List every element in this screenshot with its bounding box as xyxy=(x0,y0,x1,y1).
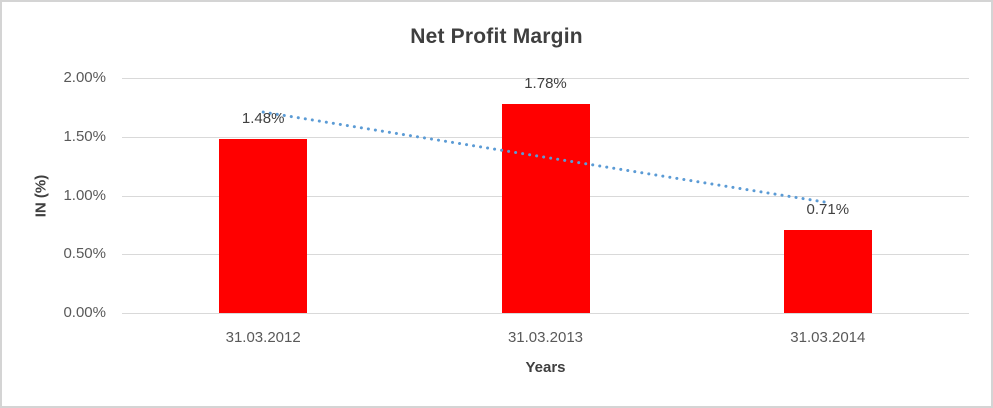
data-label: 0.71% xyxy=(806,200,850,218)
chart-title: Net Profit Margin xyxy=(410,25,583,48)
trendline-svg xyxy=(261,110,830,205)
data-label: 1.78% xyxy=(524,74,567,92)
y-tick-label: 1.00% xyxy=(63,186,106,204)
gridline xyxy=(122,78,969,79)
bar-31.03.2013 xyxy=(501,103,590,313)
trendline xyxy=(261,110,830,205)
data-label: 1.48% xyxy=(241,110,285,128)
bar-31.03.2014 xyxy=(783,229,872,313)
x-tick-label: 31.03.2012 xyxy=(225,329,301,346)
x-tick-label: 31.03.2013 xyxy=(507,329,584,346)
gridline xyxy=(122,313,969,314)
x-axis-title: Years xyxy=(525,359,566,376)
plot-area: 1.48% 1.78% 0.71% xyxy=(122,74,969,314)
y-tick-label: 0.00% xyxy=(63,304,106,321)
y-tick-label: 1.50% xyxy=(63,127,106,145)
y-tick-label: 0.50% xyxy=(63,245,106,263)
y-tick-label: 2.00% xyxy=(63,69,106,86)
bar-31.03.2012 xyxy=(219,139,308,313)
x-tick-label: 31.03.2014 xyxy=(790,329,866,346)
